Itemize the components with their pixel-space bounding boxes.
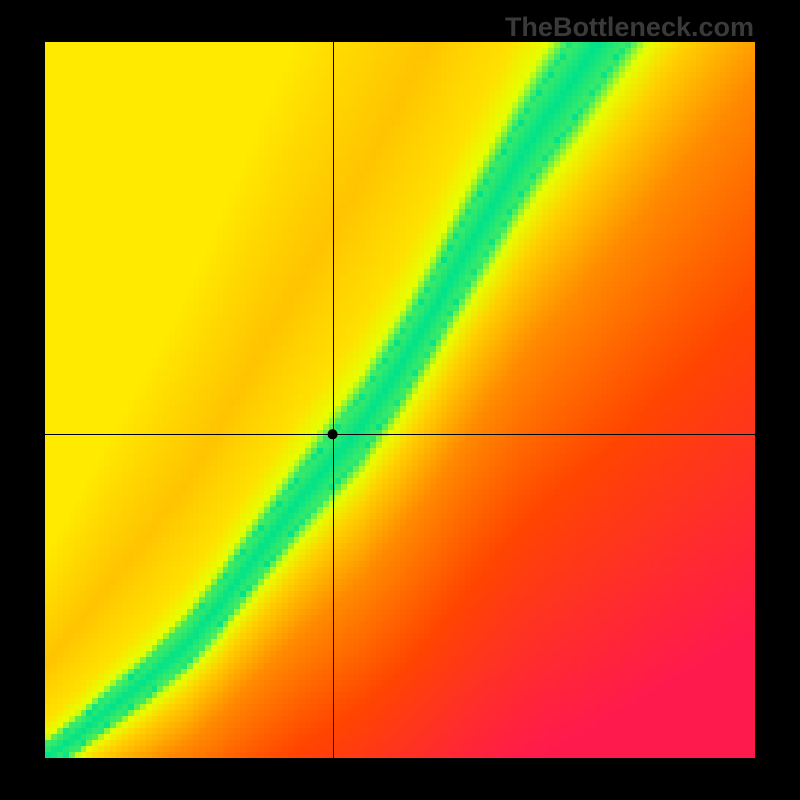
- bottleneck-heatmap: [45, 42, 755, 758]
- chart-container: TheBottleneck.com: [0, 0, 800, 800]
- watermark-text: TheBottleneck.com: [505, 12, 754, 43]
